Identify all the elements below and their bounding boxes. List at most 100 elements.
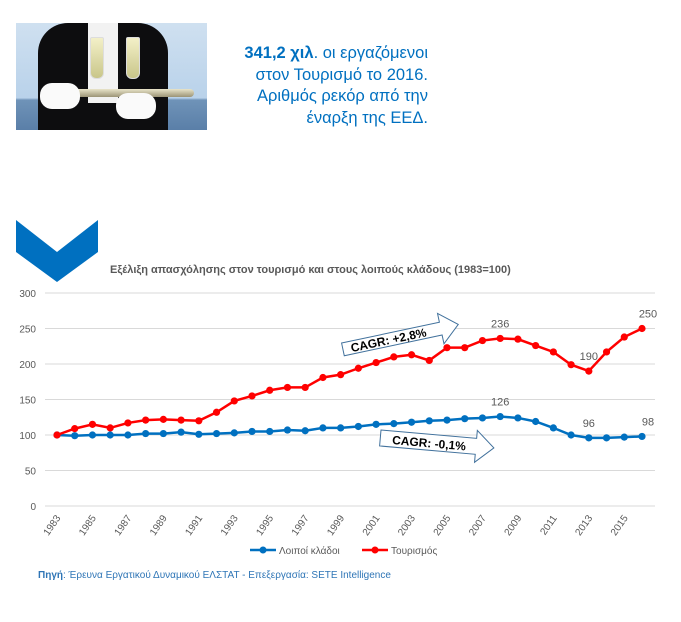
data-point (301, 383, 309, 392)
data-label: 190 (580, 351, 598, 363)
y-tick-label: 300 (19, 289, 36, 300)
data-point (212, 429, 221, 438)
x-tick-label: 2005 (432, 513, 454, 538)
data-point (443, 344, 451, 352)
y-tick-label: 150 (19, 396, 36, 407)
data-point (407, 418, 416, 426)
source-label: Πηγή (38, 570, 63, 581)
x-tick-label: 1999 (325, 513, 347, 538)
tray (44, 89, 194, 97)
x-tick-label: 1993 (219, 513, 241, 538)
x-tick-label: 1991 (184, 513, 206, 538)
cagr-other-label: CAGR: -0,1% (392, 433, 467, 453)
data-point (88, 420, 97, 428)
data-point (585, 367, 593, 375)
data-point (567, 361, 575, 369)
legend-other: Λοιποί κλάδοι (279, 545, 340, 557)
champagne-glass (126, 37, 140, 79)
data-point (230, 397, 238, 405)
data-point (602, 434, 611, 442)
data-point (283, 383, 292, 392)
data-point (177, 416, 185, 424)
x-tick-label: 1989 (148, 513, 170, 538)
y-tick-label: 0 (30, 502, 36, 513)
data-label: 236 (491, 318, 509, 330)
data-point (248, 392, 256, 400)
data-label: 250 (639, 309, 657, 321)
data-point (532, 417, 540, 426)
data-point (319, 373, 327, 382)
data-point (71, 425, 79, 433)
x-tick-label: 2011 (538, 513, 560, 537)
data-point (514, 335, 522, 343)
data-point (337, 371, 345, 379)
data-point (71, 432, 79, 440)
y-tick-label: 100 (19, 431, 36, 442)
data-point (620, 433, 628, 441)
data-point (195, 430, 203, 438)
source-text: : Έρευνα Εργατικού Δυναμικού ΕΛΣΤΑΤ - Επ… (63, 570, 391, 581)
data-point (567, 431, 575, 439)
champagne-glass (90, 37, 104, 79)
data-point (425, 356, 433, 365)
data-point (620, 333, 628, 341)
data-point (638, 324, 646, 333)
data-point (177, 428, 185, 436)
y-tick-label: 50 (25, 467, 37, 478)
x-tick-label: 2007 (467, 513, 489, 538)
data-point (106, 424, 114, 432)
chart-title: Εξέλιξη απασχόλησης στον τουρισμό και στ… (110, 264, 511, 276)
data-point (124, 431, 132, 439)
data-point (443, 416, 451, 424)
data-label: 126 (491, 397, 509, 409)
data-point (390, 353, 398, 361)
x-tick-label: 1997 (290, 513, 312, 538)
data-point (585, 434, 593, 442)
waiter-photo (16, 23, 207, 130)
data-point (549, 348, 557, 356)
data-point (354, 422, 362, 431)
data-point (638, 432, 646, 441)
data-label: 96 (583, 418, 595, 430)
data-point (248, 427, 256, 436)
glove (116, 93, 156, 119)
x-tick-label: 1985 (77, 513, 99, 538)
data-point (602, 348, 611, 356)
legend: Λοιποί κλάδοι Τουρισμός (250, 545, 437, 557)
data-point (301, 427, 309, 435)
data-point (230, 429, 238, 437)
data-point (514, 414, 522, 422)
glove (40, 83, 80, 109)
data-point (159, 429, 167, 438)
data-point (337, 424, 345, 432)
headline: 341,2 χιλ. οι εργαζόμενοι στον Τουρισμό … (218, 43, 428, 129)
x-tick-label: 2001 (361, 513, 383, 538)
cagr-tourism-label: CAGR: +2,8% (349, 325, 428, 355)
data-point (549, 424, 557, 432)
data-point (266, 427, 274, 436)
series-line-1 (56, 327, 643, 437)
x-tick-label: 1995 (254, 513, 276, 538)
data-point (159, 415, 167, 423)
data-point (407, 351, 416, 359)
source-note: Πηγή: Έρευνα Εργατικού Δυναμικού ΕΛΣΤΑΤ … (38, 570, 391, 581)
data-point (195, 417, 203, 425)
x-tick-label: 1987 (113, 513, 135, 538)
data-point (106, 431, 114, 439)
data-label: 98 (642, 416, 654, 428)
data-point (372, 358, 380, 367)
data-point (319, 424, 327, 432)
chevron-down-icon (16, 220, 98, 282)
x-tick-label: 2013 (574, 513, 596, 538)
x-tick-label: 1983 (42, 513, 64, 538)
data-point (53, 431, 61, 439)
data-point (532, 341, 540, 350)
x-tick-label: 2003 (396, 513, 418, 538)
data-point (461, 344, 469, 352)
data-point (478, 336, 487, 345)
data-point (283, 426, 292, 434)
data-point (496, 334, 504, 343)
data-point (372, 420, 380, 428)
data-point (461, 415, 469, 423)
